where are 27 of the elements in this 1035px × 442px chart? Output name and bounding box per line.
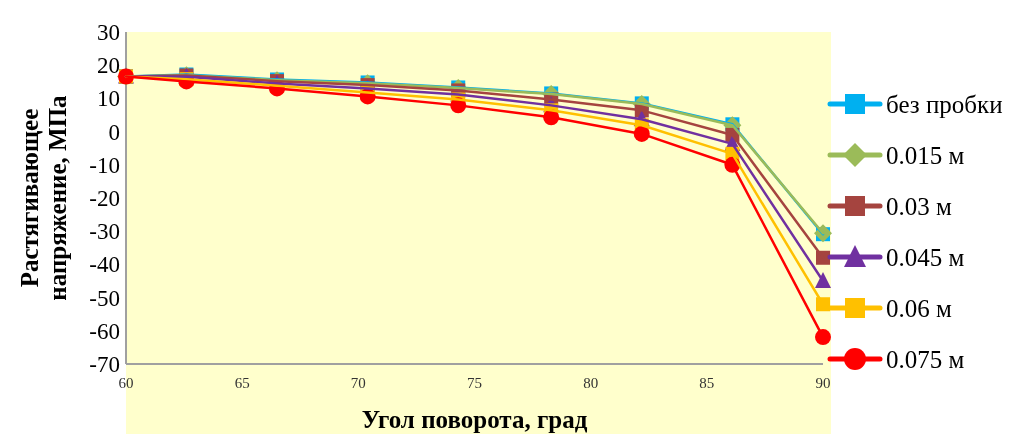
y-tick-label: -40 [89,252,120,278]
legend-label: 0.075 м [886,345,965,373]
legend-label: 0.045 м [886,243,965,271]
y-tick-label: -70 [89,352,120,378]
y-tick-label: 30 [97,20,120,46]
legend-label: без пробки [886,90,1003,118]
y-tick-label: 0 [108,119,120,145]
x-tick-label: 85 [699,375,715,391]
legend-label: 0.06 м [886,294,952,322]
x-tick-label: 70 [350,375,366,391]
legend-label: 0.03 м [886,192,952,220]
y-tick-label: -50 [89,285,120,311]
x-tick-label: 90 [815,375,831,391]
legend-label: 0.015 м [886,141,965,169]
y-tick-label: 20 [97,53,120,79]
x-tick-label: 75 [467,375,482,391]
y-tick-label: -20 [89,186,120,212]
y-tick-label: -10 [89,152,120,178]
y-axis-title: Растягивающее напряжение, МПа [16,94,71,301]
y-tick-label: 10 [97,86,120,112]
y-tick-label: -60 [89,318,120,344]
x-tick-label: 65 [234,375,250,391]
x-axis-title: Угол поворота, град [361,406,588,433]
point [815,329,831,346]
x-tick-label: 60 [118,375,134,391]
x-tick-label: 80 [583,375,599,391]
y-tick-label: -30 [89,219,120,245]
